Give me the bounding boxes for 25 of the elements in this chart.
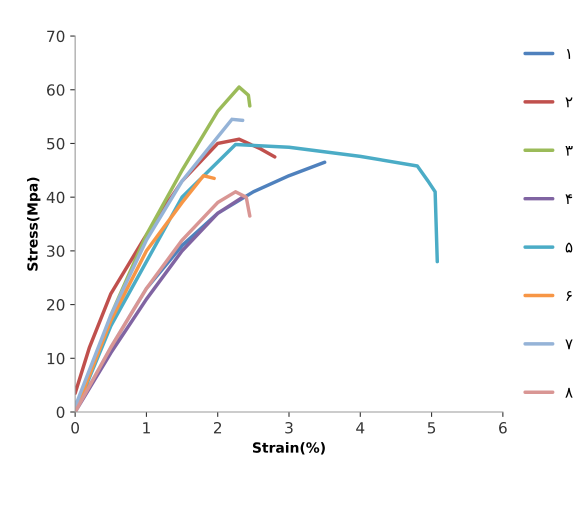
- y-axis-title: Stress(Mpa): [26, 178, 40, 271]
- x-tick-label: 1: [143, 422, 150, 434]
- legend-label: ۸: [565, 388, 573, 398]
- y-tick-label: 0: [56, 406, 64, 418]
- legend-label: ۱: [566, 49, 570, 59]
- legend-label: ۳: [565, 146, 573, 156]
- x-tick-label: 0: [71, 422, 79, 434]
- y-tick-label: 60: [47, 84, 64, 96]
- y-tick-label: 30: [47, 245, 64, 257]
- y-tick-label: 50: [47, 138, 64, 150]
- y-tick-label: 20: [47, 299, 64, 311]
- legend-label: ۷: [565, 340, 573, 350]
- x-tick-label: 2: [214, 422, 222, 434]
- x-tick-label: 6: [499, 422, 507, 434]
- x-axis-title: Strain(%): [252, 442, 325, 454]
- legend-label: ۴: [566, 194, 572, 204]
- legend-label: ۲: [566, 98, 572, 108]
- y-tick-label: 10: [48, 352, 64, 364]
- x-tick-label: 5: [428, 422, 436, 434]
- legend-label: ۵: [566, 242, 572, 253]
- legend-label: ۶: [566, 291, 572, 301]
- y-tick-label: 40: [46, 192, 64, 204]
- x-tick-label: 3: [285, 422, 293, 434]
- y-tick-label: 70: [47, 30, 64, 42]
- x-tick-label: 4: [356, 422, 364, 434]
